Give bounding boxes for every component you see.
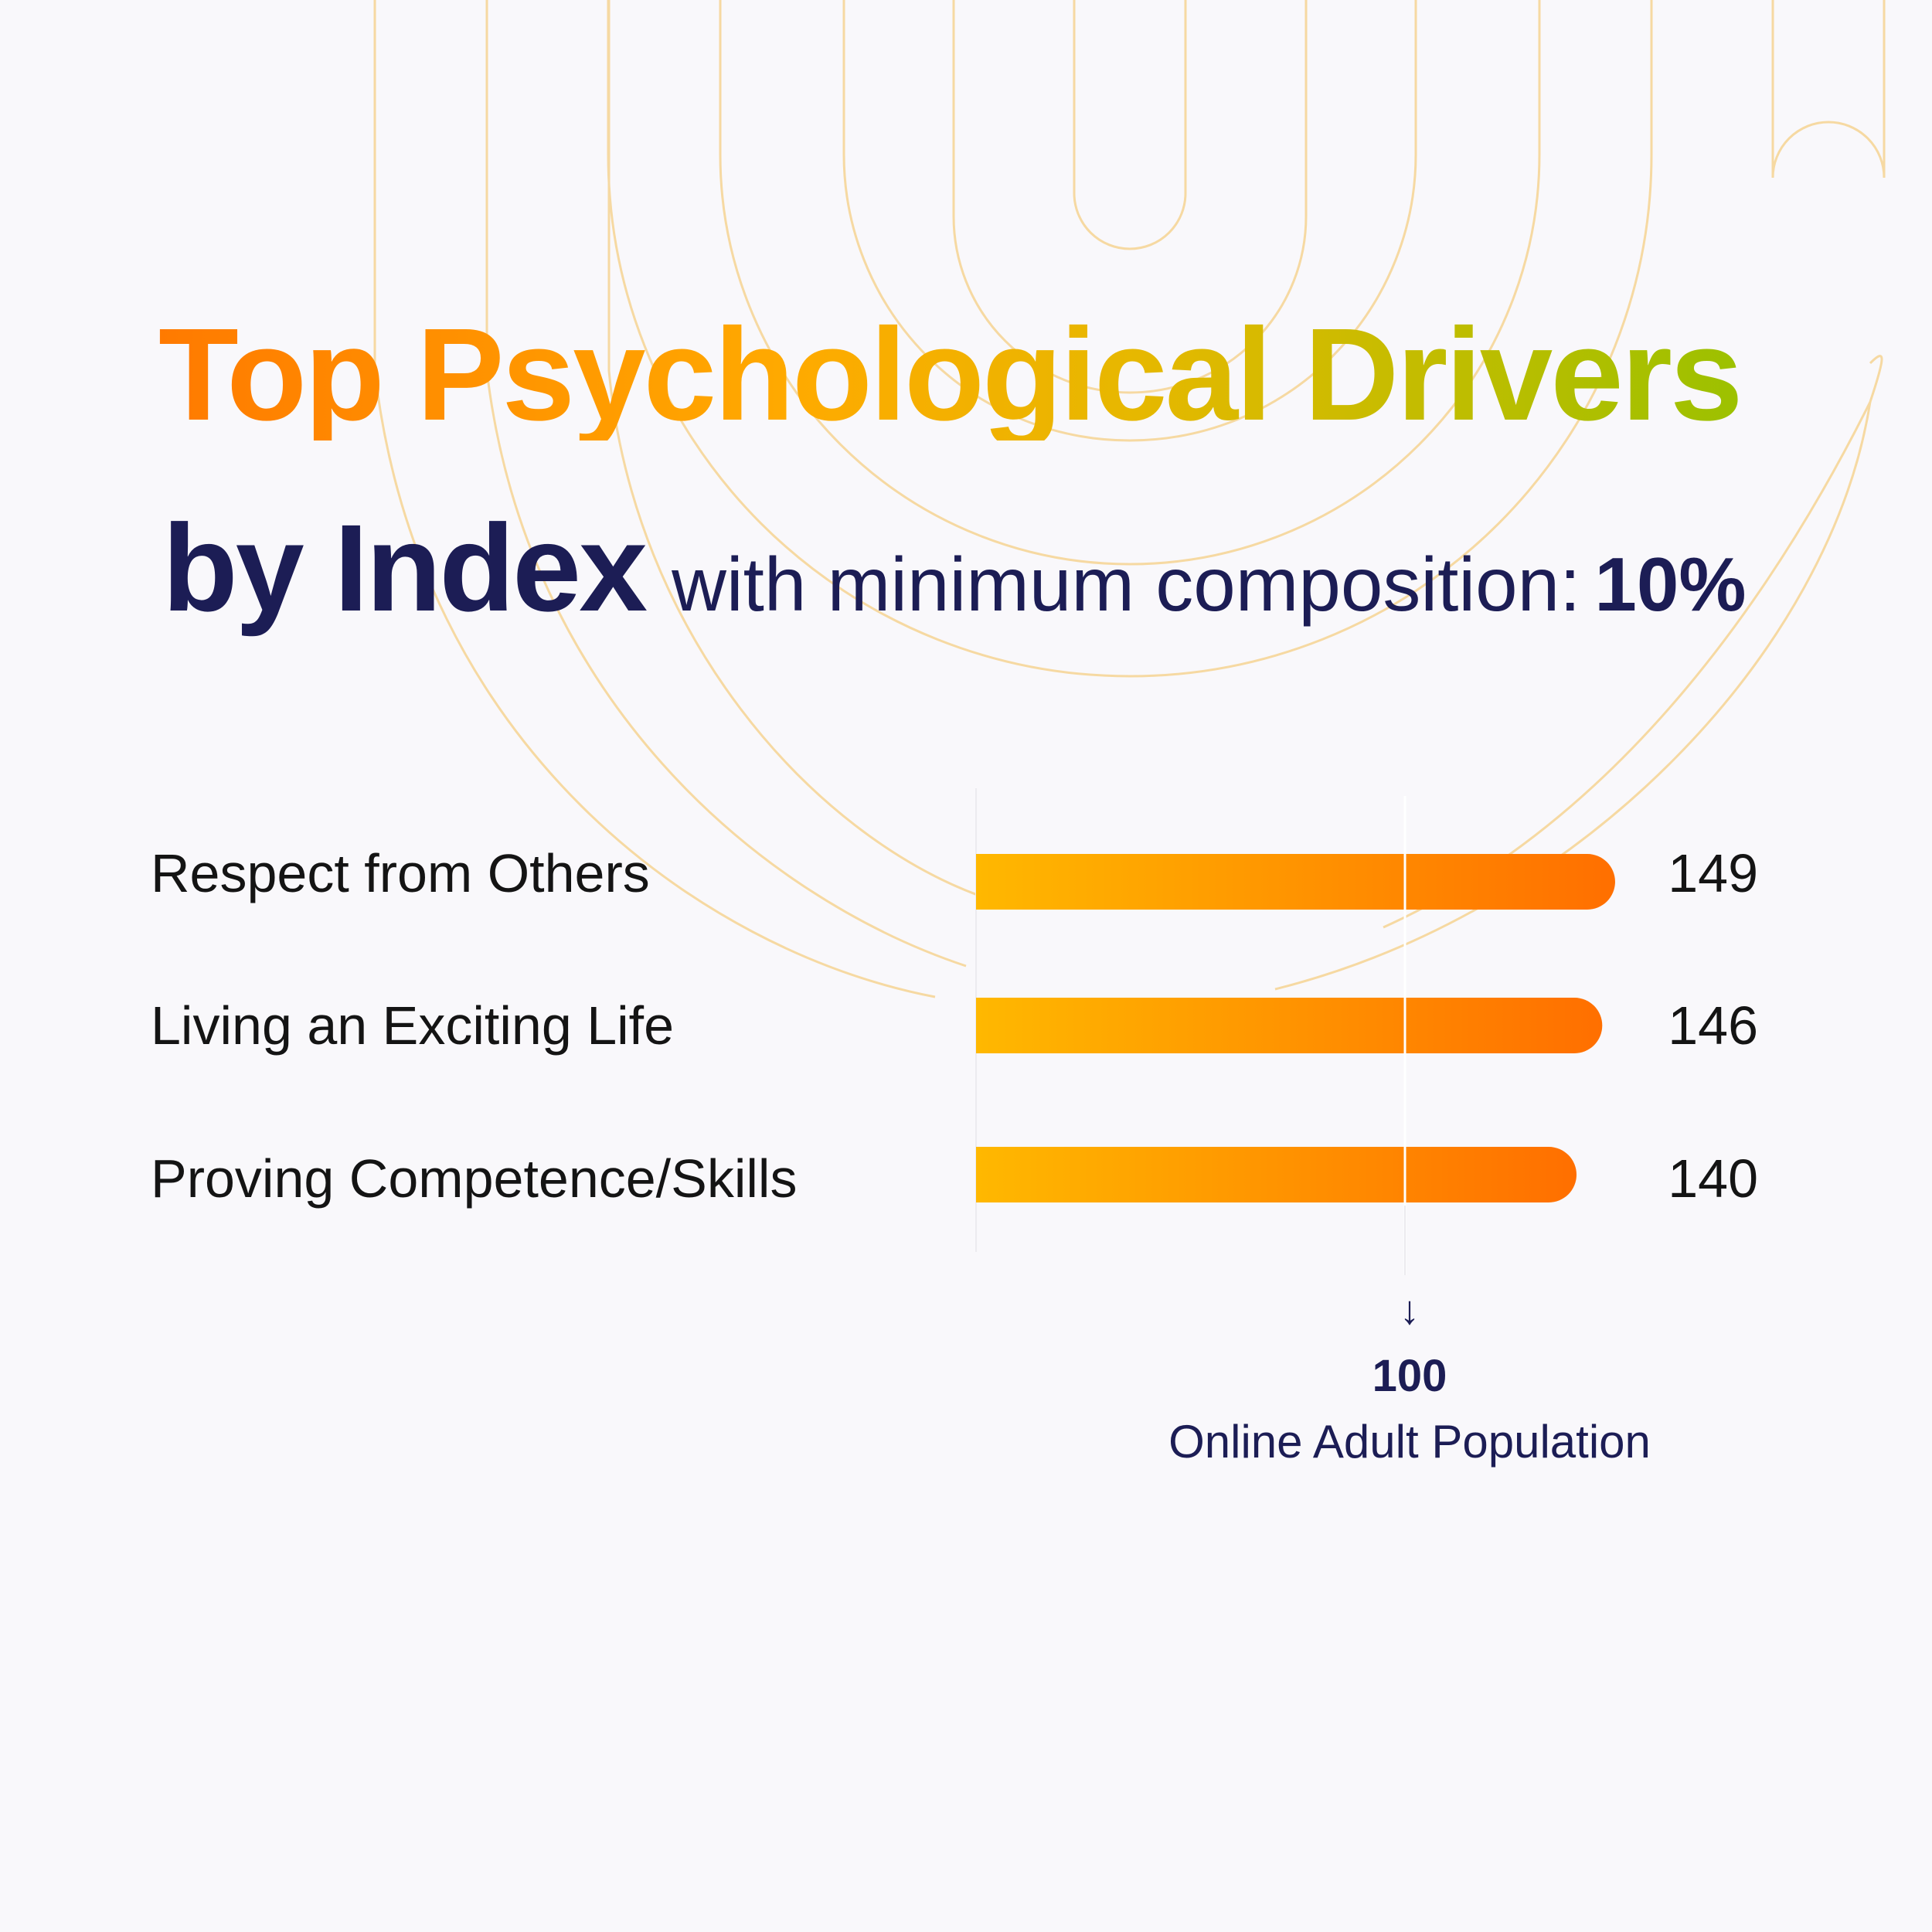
bar [976,1147,1577,1202]
chart-title: Top Psychological Drivers [158,301,1743,448]
bar [976,998,1603,1053]
arrow-down-icon: ↓ [1400,1288,1420,1333]
chart-subtitle: by Index with minimum composition: 10% [162,506,1747,630]
subtitle-percent: 10% [1594,542,1747,627]
subtitle-main: by Index [162,498,648,637]
bar [976,854,1615,910]
category-label: Proving Competence/Skills [151,1148,798,1209]
value-label: 146 [1668,995,1758,1056]
value-label: 140 [1668,1148,1758,1209]
category-label: Respect from Others [151,843,650,903]
category-label: Living an Exciting Life [151,995,675,1056]
value-label: 149 [1668,843,1758,903]
subtitle-rest: with minimum composition: [672,542,1581,627]
reference-label: Online Adult Population [1168,1416,1651,1468]
reference-value: 100 [1372,1351,1447,1401]
